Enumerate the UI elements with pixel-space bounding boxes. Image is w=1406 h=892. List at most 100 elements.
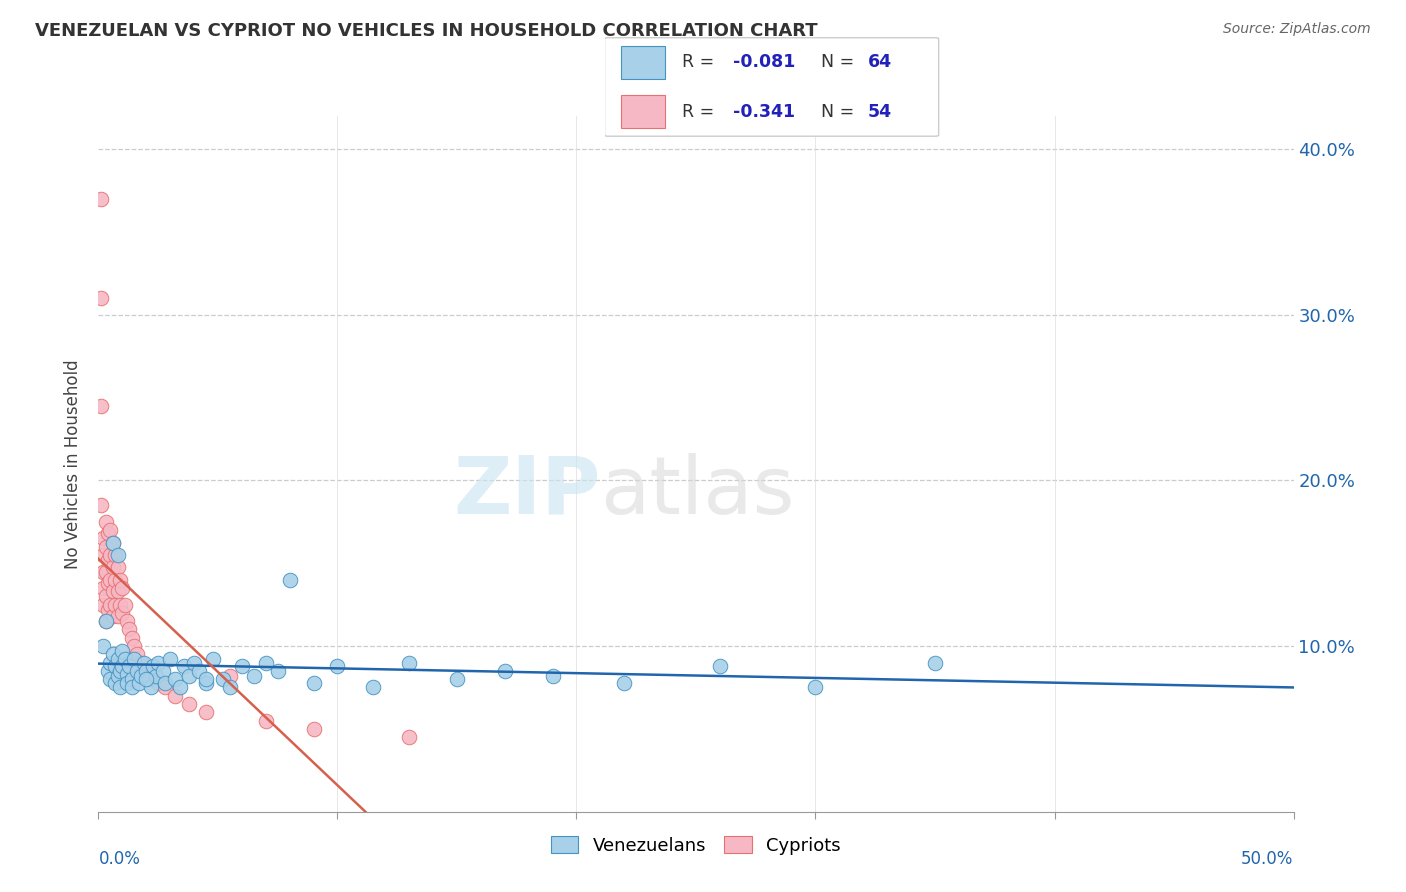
Point xyxy=(363,681,385,695)
Text: Source: ZipAtlas.com: Source: ZipAtlas.com xyxy=(1223,22,1371,37)
Y-axis label: No Vehicles in Household: No Vehicles in Household xyxy=(65,359,83,569)
Point xyxy=(104,548,127,562)
Point xyxy=(194,672,218,686)
Point xyxy=(138,672,160,686)
Point xyxy=(159,652,181,666)
Point xyxy=(267,664,290,678)
Point xyxy=(90,399,112,413)
Point xyxy=(98,598,122,612)
Point xyxy=(91,581,114,595)
Point xyxy=(179,669,201,683)
Point xyxy=(135,664,157,678)
Point xyxy=(202,652,225,666)
Point xyxy=(97,526,120,541)
Point xyxy=(94,590,117,604)
Point xyxy=(125,648,148,662)
Point xyxy=(613,675,636,690)
Point xyxy=(101,584,124,599)
Text: R =: R = xyxy=(682,54,720,71)
Point xyxy=(101,648,124,662)
Point xyxy=(194,706,218,720)
Text: 54: 54 xyxy=(868,103,891,120)
Point xyxy=(148,675,170,690)
Point xyxy=(398,730,420,744)
Point xyxy=(179,697,201,711)
Point xyxy=(131,669,153,683)
Point xyxy=(494,664,516,678)
Point xyxy=(231,659,253,673)
Point xyxy=(924,656,946,670)
Point xyxy=(183,656,205,670)
Point xyxy=(94,515,117,529)
Point xyxy=(101,536,124,550)
Point xyxy=(302,722,325,736)
Point xyxy=(91,598,114,612)
Point xyxy=(121,672,143,686)
Point xyxy=(398,656,420,670)
Text: -0.341: -0.341 xyxy=(733,103,794,120)
Point xyxy=(108,681,131,695)
Point xyxy=(91,639,114,653)
Point xyxy=(446,672,468,686)
Point xyxy=(118,659,141,673)
Point xyxy=(219,669,242,683)
Point xyxy=(326,659,349,673)
Point xyxy=(91,565,114,579)
Point xyxy=(91,548,114,562)
Bar xyxy=(621,45,665,78)
Point xyxy=(94,614,117,628)
Point xyxy=(163,689,186,703)
Point xyxy=(104,573,127,587)
Point xyxy=(124,652,146,666)
Point xyxy=(115,614,138,628)
Point xyxy=(121,681,143,695)
Point xyxy=(107,584,129,599)
Point xyxy=(107,559,129,574)
Point xyxy=(91,532,114,546)
Point xyxy=(278,573,301,587)
Point xyxy=(121,631,143,645)
Point xyxy=(114,652,136,666)
Text: -0.081: -0.081 xyxy=(733,54,796,71)
Point xyxy=(111,581,134,595)
Point xyxy=(90,291,112,305)
Point xyxy=(90,192,112,206)
Point xyxy=(131,656,153,670)
Point xyxy=(90,498,112,512)
Point xyxy=(709,659,731,673)
Point xyxy=(101,536,124,550)
Point xyxy=(98,548,122,562)
Point xyxy=(187,664,209,678)
Point xyxy=(104,598,127,612)
Point xyxy=(243,669,266,683)
Point xyxy=(108,664,131,678)
Point xyxy=(145,669,167,683)
Point xyxy=(94,614,117,628)
Legend: Venezuelans, Cypriots: Venezuelans, Cypriots xyxy=(544,829,848,862)
Text: N =: N = xyxy=(821,54,859,71)
Point xyxy=(163,672,186,686)
Point xyxy=(108,573,131,587)
Point xyxy=(302,675,325,690)
Point xyxy=(155,681,177,695)
Text: 64: 64 xyxy=(868,54,891,71)
Point xyxy=(104,659,127,673)
Point xyxy=(118,623,141,637)
FancyBboxPatch shape xyxy=(605,37,939,136)
Point xyxy=(104,675,127,690)
Point xyxy=(108,598,131,612)
Point xyxy=(142,659,165,673)
Point xyxy=(115,667,138,681)
Text: R =: R = xyxy=(682,103,720,120)
Point xyxy=(97,576,120,591)
Point xyxy=(94,565,117,579)
Point xyxy=(111,606,134,620)
Text: 0.0%: 0.0% xyxy=(98,850,141,868)
Point xyxy=(107,652,129,666)
Point xyxy=(152,664,174,678)
Point xyxy=(107,548,129,562)
Point xyxy=(94,540,117,554)
Bar xyxy=(621,95,665,128)
Point xyxy=(194,675,218,690)
Point xyxy=(128,675,150,690)
